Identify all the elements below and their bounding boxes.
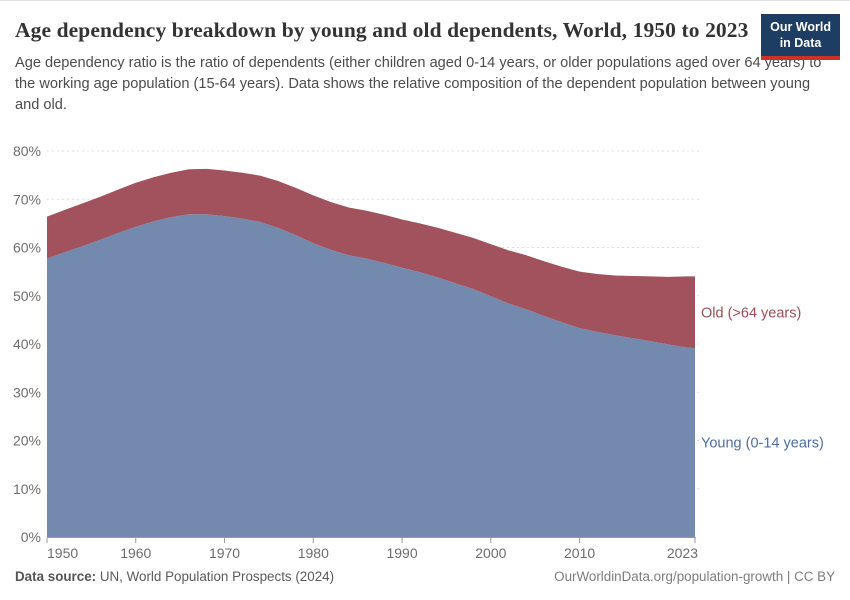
y-axis-tick-label: 30% <box>13 384 41 400</box>
x-axis-tick-label: 1990 <box>386 545 417 561</box>
owid-logo-line1: Our World <box>770 20 831 34</box>
chart-subtitle: Age dependency ratio is the ratio of dep… <box>15 55 822 113</box>
y-axis-tick-label: 0% <box>21 529 41 545</box>
x-axis-tick-label: 1960 <box>120 545 151 561</box>
owid-logo-line2: in Data <box>779 35 822 50</box>
y-axis-tick-label: 10% <box>13 481 41 497</box>
young-area[interactable] <box>47 214 695 537</box>
chart-footer: Data source: UN, World Population Prospe… <box>15 569 835 584</box>
data-source-text: UN, World Population Prospects (2024) <box>96 569 335 584</box>
y-axis-tick-label: 80% <box>13 143 41 159</box>
data-source: Data source: UN, World Population Prospe… <box>15 569 334 584</box>
data-source-label: Data source: <box>15 569 97 584</box>
y-axis-tick-label: 50% <box>13 288 41 304</box>
x-axis-tick-label: 1970 <box>209 545 240 561</box>
credit-line: OurWorldinData.org/population-growth | C… <box>554 569 835 584</box>
y-axis-tick-label: 40% <box>13 336 41 352</box>
stacked-area-chart[interactable]: 0% 10% 20% 30% 40% 50% 60% 70% 80% 1950 1960 1970 19… <box>0 141 850 566</box>
x-axis-tick-label: 1980 <box>298 545 329 561</box>
y-axis-tick-label: 20% <box>13 433 41 449</box>
owid-logo[interactable]: Our World in Data <box>761 14 840 61</box>
chart-header: Age dependency breakdown by young and ol… <box>0 1 850 116</box>
x-axis-tick-label: 1950 <box>47 545 78 561</box>
chart-title: Age dependency breakdown by young and ol… <box>15 18 749 42</box>
y-axis-tick-label: 70% <box>13 191 41 207</box>
x-axis-tick-label: 2023 <box>667 545 698 561</box>
x-axis-tick-label: 2010 <box>564 545 595 561</box>
x-axis-tick-label: 2000 <box>475 545 506 561</box>
young-series-label: Young (0-14 years) <box>701 436 824 452</box>
y-axis-tick-label: 60% <box>13 240 41 256</box>
old-area[interactable] <box>47 168 695 349</box>
old-series-label: Old (>64 years) <box>701 305 801 321</box>
